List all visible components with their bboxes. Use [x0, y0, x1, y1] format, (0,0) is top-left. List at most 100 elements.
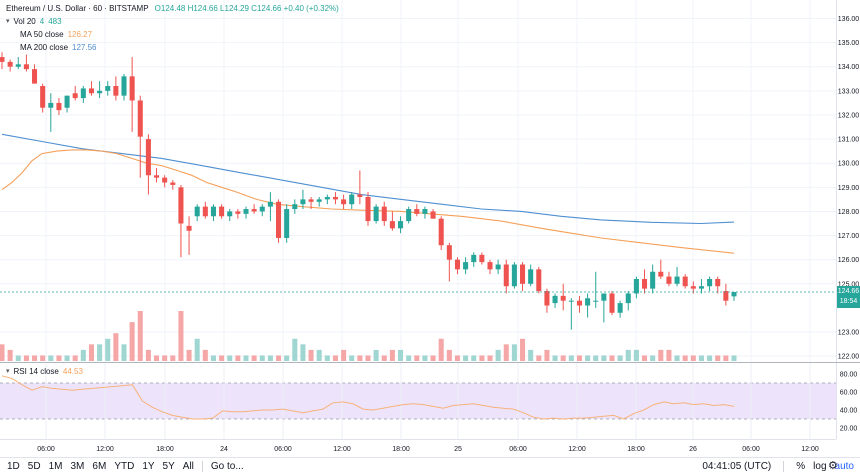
range-button-ytd[interactable]: YTD: [114, 460, 135, 472]
price-tick-label: 125.00: [838, 281, 860, 288]
time-tick-label: 12:00: [96, 446, 114, 453]
range-button-1y[interactable]: 1Y: [142, 460, 155, 472]
volume-bar: [332, 355, 338, 361]
volume-bar: [300, 344, 306, 361]
legend-ma200-label: MA 200 close: [20, 43, 69, 52]
rsi-pane[interactable]: [0, 363, 836, 439]
volume-bar: [723, 355, 729, 361]
price-tick-label: 133.00: [838, 88, 860, 95]
candle: [576, 295, 582, 313]
candle: [178, 184, 184, 258]
volume-bar: [593, 355, 599, 361]
auto-toggle[interactable]: auto: [834, 460, 854, 472]
range-button-5d[interactable]: 5D: [27, 460, 41, 472]
candle: [642, 269, 648, 294]
candle: [48, 93, 54, 132]
volume-bar: [145, 349, 151, 361]
toolbar-divider: [783, 460, 785, 472]
rsi-axis[interactable]: 80.00 60.00 40.00 20.00: [836, 363, 860, 439]
candle: [40, 83, 46, 113]
volume-bar: [170, 355, 176, 361]
volume-bar: [446, 349, 452, 361]
volume-bar: [267, 355, 273, 361]
volume-bar: [186, 349, 192, 361]
range-button-1d[interactable]: 1D: [7, 460, 20, 472]
volume-bar: [414, 355, 420, 361]
candle: [145, 134, 151, 195]
candle: [316, 196, 322, 207]
candle: [560, 283, 566, 311]
candle: [715, 276, 721, 294]
volume-bar: [15, 355, 21, 361]
volume-bar: [162, 355, 168, 361]
volume-bar: [715, 355, 721, 361]
volume-bar: [365, 355, 371, 361]
range-button-1m[interactable]: 1M: [48, 460, 63, 472]
range-button-5y[interactable]: 5Y: [162, 460, 175, 472]
volume-bar: [398, 349, 404, 361]
price-grid: [0, 0, 836, 362]
chevron-down-icon[interactable]: ▾: [6, 368, 10, 375]
countdown-text: 18:54: [840, 298, 858, 305]
gear-icon[interactable]: ⚙: [828, 460, 838, 472]
legend-ma200[interactable]: MA 200 close 127.56: [20, 42, 97, 53]
clock-readout[interactable]: 04:41:05 (UTC): [702, 460, 772, 472]
candle: [154, 168, 160, 183]
percent-toggle[interactable]: %: [796, 460, 806, 472]
goto-button[interactable]: Go to...: [210, 460, 244, 472]
volume-bar: [495, 349, 501, 361]
candle: [243, 206, 249, 219]
chevron-down-icon[interactable]: ▾: [6, 18, 10, 25]
volume-bar: [284, 355, 290, 361]
candle: [170, 180, 176, 190]
candle: [267, 192, 273, 222]
range-button-3m[interactable]: 3M: [70, 460, 85, 472]
volume-bar: [658, 349, 664, 361]
rsi-tick-label: 40.00: [840, 408, 858, 415]
last-price-text: 124.66: [838, 288, 860, 295]
volume-bar: [349, 355, 355, 361]
volume-bar: [251, 355, 257, 361]
candle: [674, 266, 680, 287]
time-tick-label: 18:00: [392, 446, 410, 453]
candle: [414, 204, 420, 217]
range-button-all[interactable]: All: [182, 460, 194, 472]
volume-bar: [243, 355, 249, 361]
legend-rsi[interactable]: ▾ RSI 14 close 44.53: [6, 366, 83, 377]
rsi-grid: [45, 363, 811, 439]
volume-bar: [40, 355, 46, 361]
ohlc-values: O124.48 H124.66 L124.29 C124.66 +0.40 (+…: [154, 4, 339, 13]
volume-bar: [308, 349, 314, 361]
volume-bar: [528, 349, 534, 361]
volume-bar: [576, 355, 582, 361]
volume-bar: [503, 344, 509, 361]
legend-ma50[interactable]: MA 50 close 126.27: [20, 29, 92, 40]
legend-vol-label: Vol 20: [13, 17, 36, 26]
time-tick-label: 18:00: [627, 446, 645, 453]
volume-bar: [471, 355, 477, 361]
legend-vol[interactable]: ▾ Vol 20 4 483: [6, 16, 62, 27]
price-tick-label: 130.00: [838, 161, 860, 168]
time-axis[interactable]: 06:00 12:00 18:00 24 06:00 12:00 18:00 25 06:00 1…: [0, 439, 836, 457]
price-tick-label: 131.00: [838, 137, 860, 144]
right-tools: 04:41:05 (UTC) % log auto: [702, 460, 860, 472]
price-chart-pane[interactable]: [0, 0, 836, 362]
pane-separator[interactable]: [0, 362, 860, 363]
legend-vol-value2: 483: [48, 17, 62, 26]
candle: [292, 199, 298, 214]
candle: [430, 209, 436, 219]
range-button-6m[interactable]: 6M: [92, 460, 107, 472]
candle: [707, 276, 713, 292]
symbol-title[interactable]: Ethereum / U.S. Dollar · 60 · BITSTAMP: [6, 4, 149, 13]
time-tick-label: 12:00: [801, 446, 819, 453]
price-axis[interactable]: 136.00 135.00 134.00 133.00 132.00 131.00 130.…: [836, 0, 860, 362]
candle: [15, 57, 21, 70]
bottom-toolbar: 1D 5D 1M 3M 6M YTD 1Y 5Y All Go to... 04:41:05 (…: [0, 457, 860, 474]
candle: [194, 204, 200, 222]
volume-bar: [202, 349, 208, 361]
volume-bar: [105, 338, 111, 361]
log-toggle[interactable]: log: [813, 460, 827, 472]
candle: [398, 216, 404, 234]
candle: [227, 209, 233, 222]
legend-ma200-value: 127.56: [72, 43, 97, 52]
